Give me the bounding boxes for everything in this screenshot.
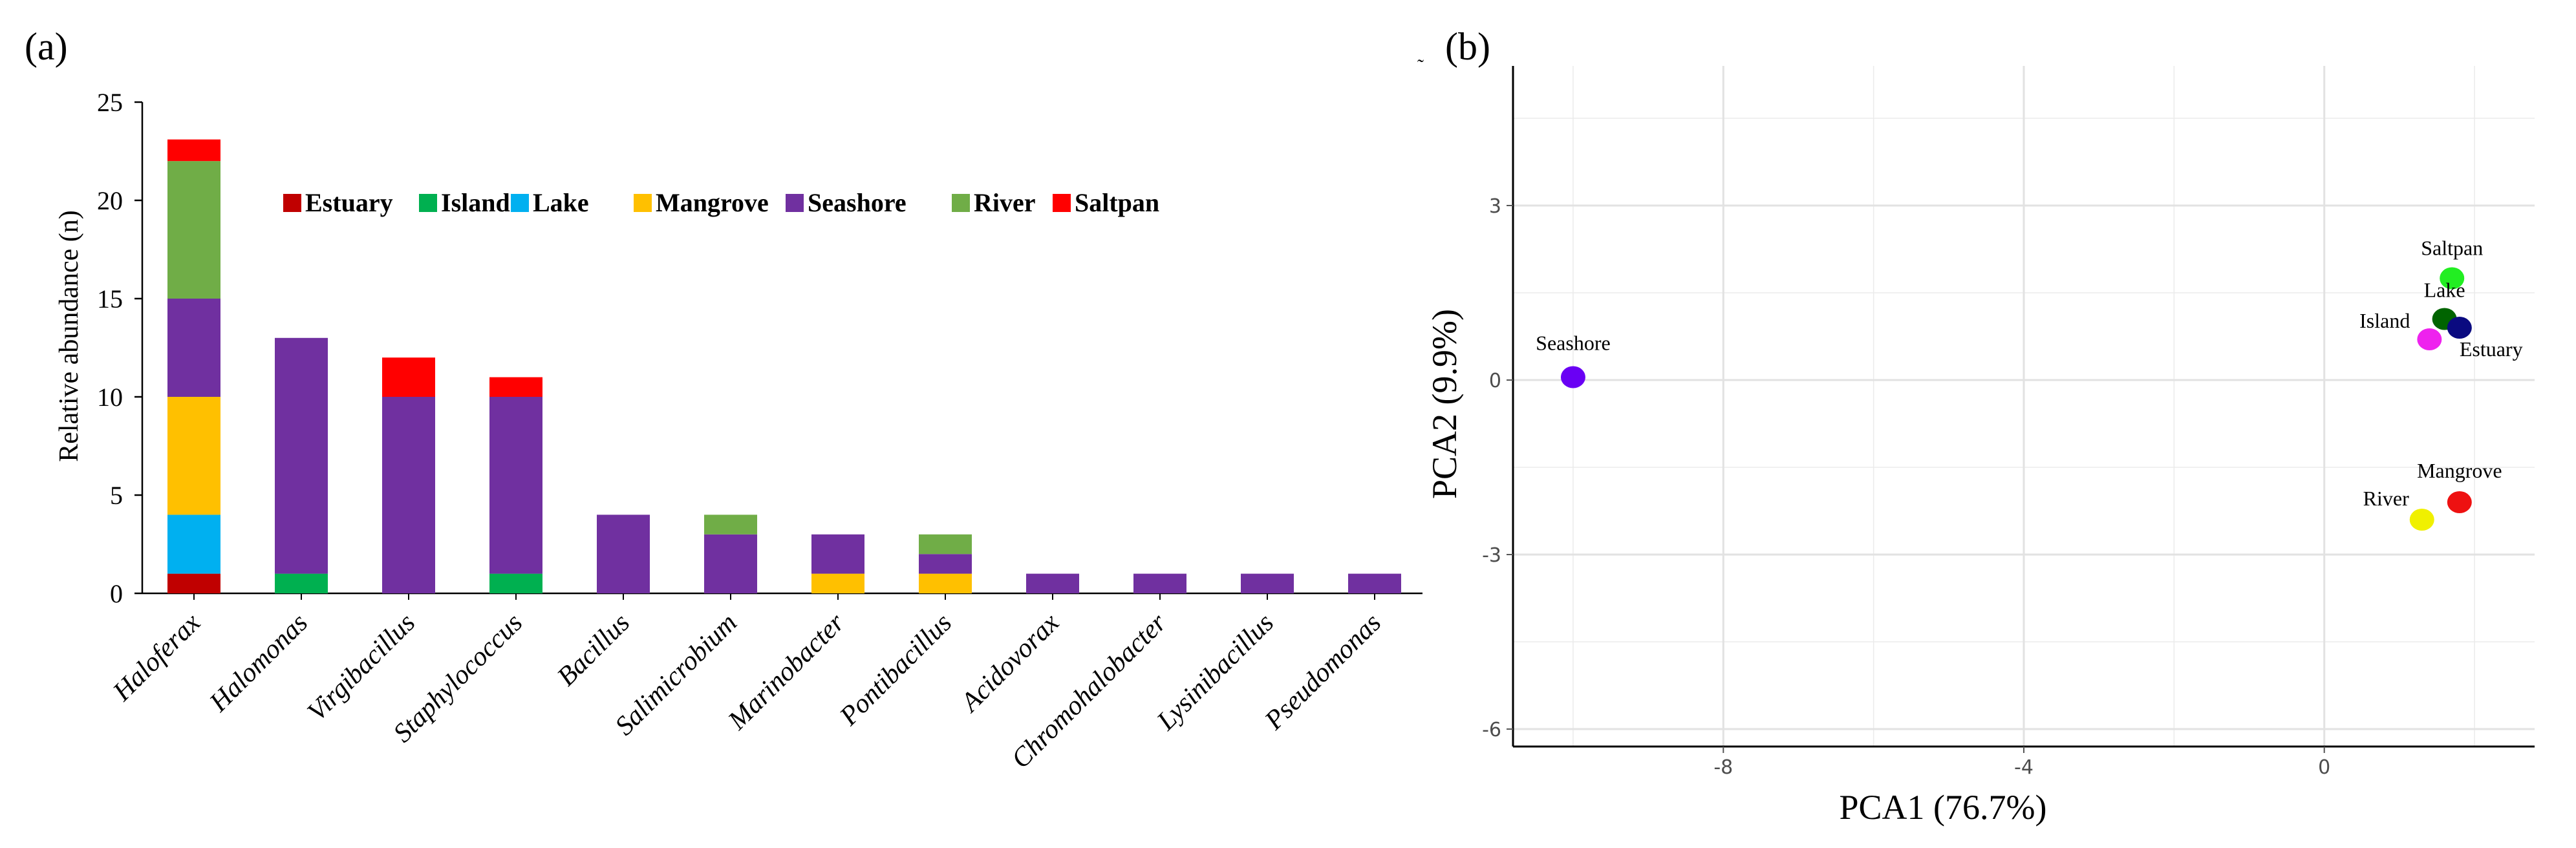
bar-segment-seashore: [1241, 573, 1294, 593]
legend-label-river: River: [974, 188, 1036, 217]
bar-chart-legend: Estuary Island Lake Mangrove Seashore River Sa…: [283, 188, 1159, 217]
y-tick-label: 20: [97, 186, 123, 215]
bar-segment-seashore: [919, 554, 972, 574]
pca-axes: -8 -4 0 3 0 -3 -6: [1482, 66, 2535, 779]
bar-chart-x-axis: HaloferaxHalomonasVirgibacillusStaphyloc…: [107, 593, 1387, 774]
x-tick-label: Marinobacter: [722, 608, 851, 736]
bar-segment-saltpan: [489, 377, 542, 397]
point-label-estuary: Estuary: [2460, 337, 2523, 361]
bar-chart-bars: [167, 139, 1401, 593]
panel-b-label: (b): [1445, 25, 1490, 68]
pca-y-tick-label: -6: [1482, 719, 1501, 741]
y-tick-label: 10: [97, 383, 123, 412]
legend-label-seashore: Seashore: [808, 188, 907, 217]
bar-segment-mangrove: [167, 397, 220, 515]
y-tick-label: 0: [110, 579, 123, 608]
pca-y-tick-label: 3: [1489, 195, 1501, 218]
legend-label-estuary: Estuary: [305, 188, 393, 217]
point-river: [2409, 509, 2434, 531]
legend-swatch-estuary: [283, 194, 301, 212]
bar-segment-saltpan: [382, 357, 435, 397]
bar-segment-saltpan: [167, 139, 220, 162]
bar-segment-seashore: [1348, 573, 1401, 593]
legend-label-mangrove: Mangrove: [656, 188, 769, 217]
x-tick-label: Pseudomonas: [1259, 608, 1387, 736]
point-label-saltpan: Saltpan: [2421, 237, 2483, 260]
bar-segment-seashore: [489, 397, 542, 574]
pca-grid: [1513, 66, 2535, 747]
point-label-mangrove: Mangrove: [2417, 459, 2502, 482]
x-tick-label: Halomonas: [204, 608, 314, 718]
x-tick-label: Haloferax: [107, 608, 206, 707]
bar-segment-seashore: [382, 397, 435, 593]
corner-mark: ˜: [1417, 56, 1424, 77]
x-tick-label: Virgibacillus: [302, 608, 421, 727]
bar-segment-seashore: [1133, 573, 1186, 593]
bar-segment-seashore: [167, 299, 220, 397]
bar-segment-seashore: [704, 534, 757, 593]
y-tick-label: 15: [97, 284, 123, 313]
legend-swatch-island: [419, 194, 437, 212]
bar-segment-mangrove: [919, 573, 972, 593]
x-tick-label: Bacillus: [552, 608, 636, 692]
legend-swatch-seashore: [786, 194, 804, 212]
bar-segment-estuary: [167, 573, 220, 593]
bar-chart-y-axis: 0 5 10 15 20 25: [97, 88, 1422, 608]
x-tick-label: Acidovorax: [954, 608, 1066, 719]
bar-segment-seashore: [811, 534, 864, 574]
y-tick-label: 5: [110, 481, 123, 510]
legend-swatch-mangrove: [634, 194, 652, 212]
bar-segment-lake: [167, 514, 220, 574]
bar-segment-river: [167, 161, 220, 299]
bar-segment-river: [704, 514, 757, 535]
bar-segment-seashore: [597, 514, 650, 593]
legend-label-lake: Lake: [533, 188, 589, 217]
bar-chart-ylabel: Relative abundance (n): [54, 210, 84, 461]
bar-segment-river: [919, 534, 972, 555]
bar-chart-panel: (a) Relative abundance (n) 0 5 10 15 20 25 Ha…: [25, 25, 1422, 774]
y-tick-label: 25: [97, 88, 123, 117]
legend-swatch-lake: [511, 194, 529, 212]
bar-segment-mangrove: [811, 573, 864, 593]
point-seashore: [1560, 366, 1585, 388]
bar-segment-seashore: [1026, 573, 1079, 593]
pca-y-tick-label: -3: [1482, 544, 1501, 567]
pca-y-tick-label: 0: [1489, 370, 1501, 392]
bar-segment-island: [275, 573, 328, 593]
point-island: [2417, 328, 2442, 350]
point-saltpan: [2440, 267, 2465, 290]
panel-a-label: (a): [25, 25, 68, 68]
x-tick-label: Pontibacillus: [833, 608, 958, 732]
pca-x-tick-label: -4: [2014, 756, 2034, 779]
pca-xlabel: PCA1 (76.7%): [1840, 788, 2047, 827]
pca-points: Seashore Saltpan Lake Island Estuary Mangrove…: [1536, 237, 2523, 531]
pca-x-tick-label: -8: [1713, 756, 1733, 779]
point-estuary: [2447, 317, 2472, 339]
pca-ylabel: PCA2 (9.9%): [1425, 309, 1464, 499]
point-label-river: River: [2363, 487, 2409, 510]
legend-swatch-saltpan: [1053, 194, 1071, 212]
point-label-island: Island: [2359, 309, 2410, 332]
bar-segment-island: [489, 573, 542, 593]
point-label-lake: Lake: [2424, 279, 2465, 302]
legend-label-island: Island: [441, 188, 510, 217]
legend-swatch-river: [952, 194, 970, 212]
pca-panel: (b) ˜ -8 -4 0 3 0 -3 -6 Seashore Saltpan Lake Isl…: [1417, 25, 2535, 827]
bar-segment-seashore: [275, 337, 328, 574]
pca-x-tick-label: 0: [2318, 756, 2330, 779]
point-label-seashore: Seashore: [1536, 332, 1611, 355]
point-mangrove: [2447, 491, 2472, 513]
legend-label-saltpan: Saltpan: [1075, 188, 1159, 217]
